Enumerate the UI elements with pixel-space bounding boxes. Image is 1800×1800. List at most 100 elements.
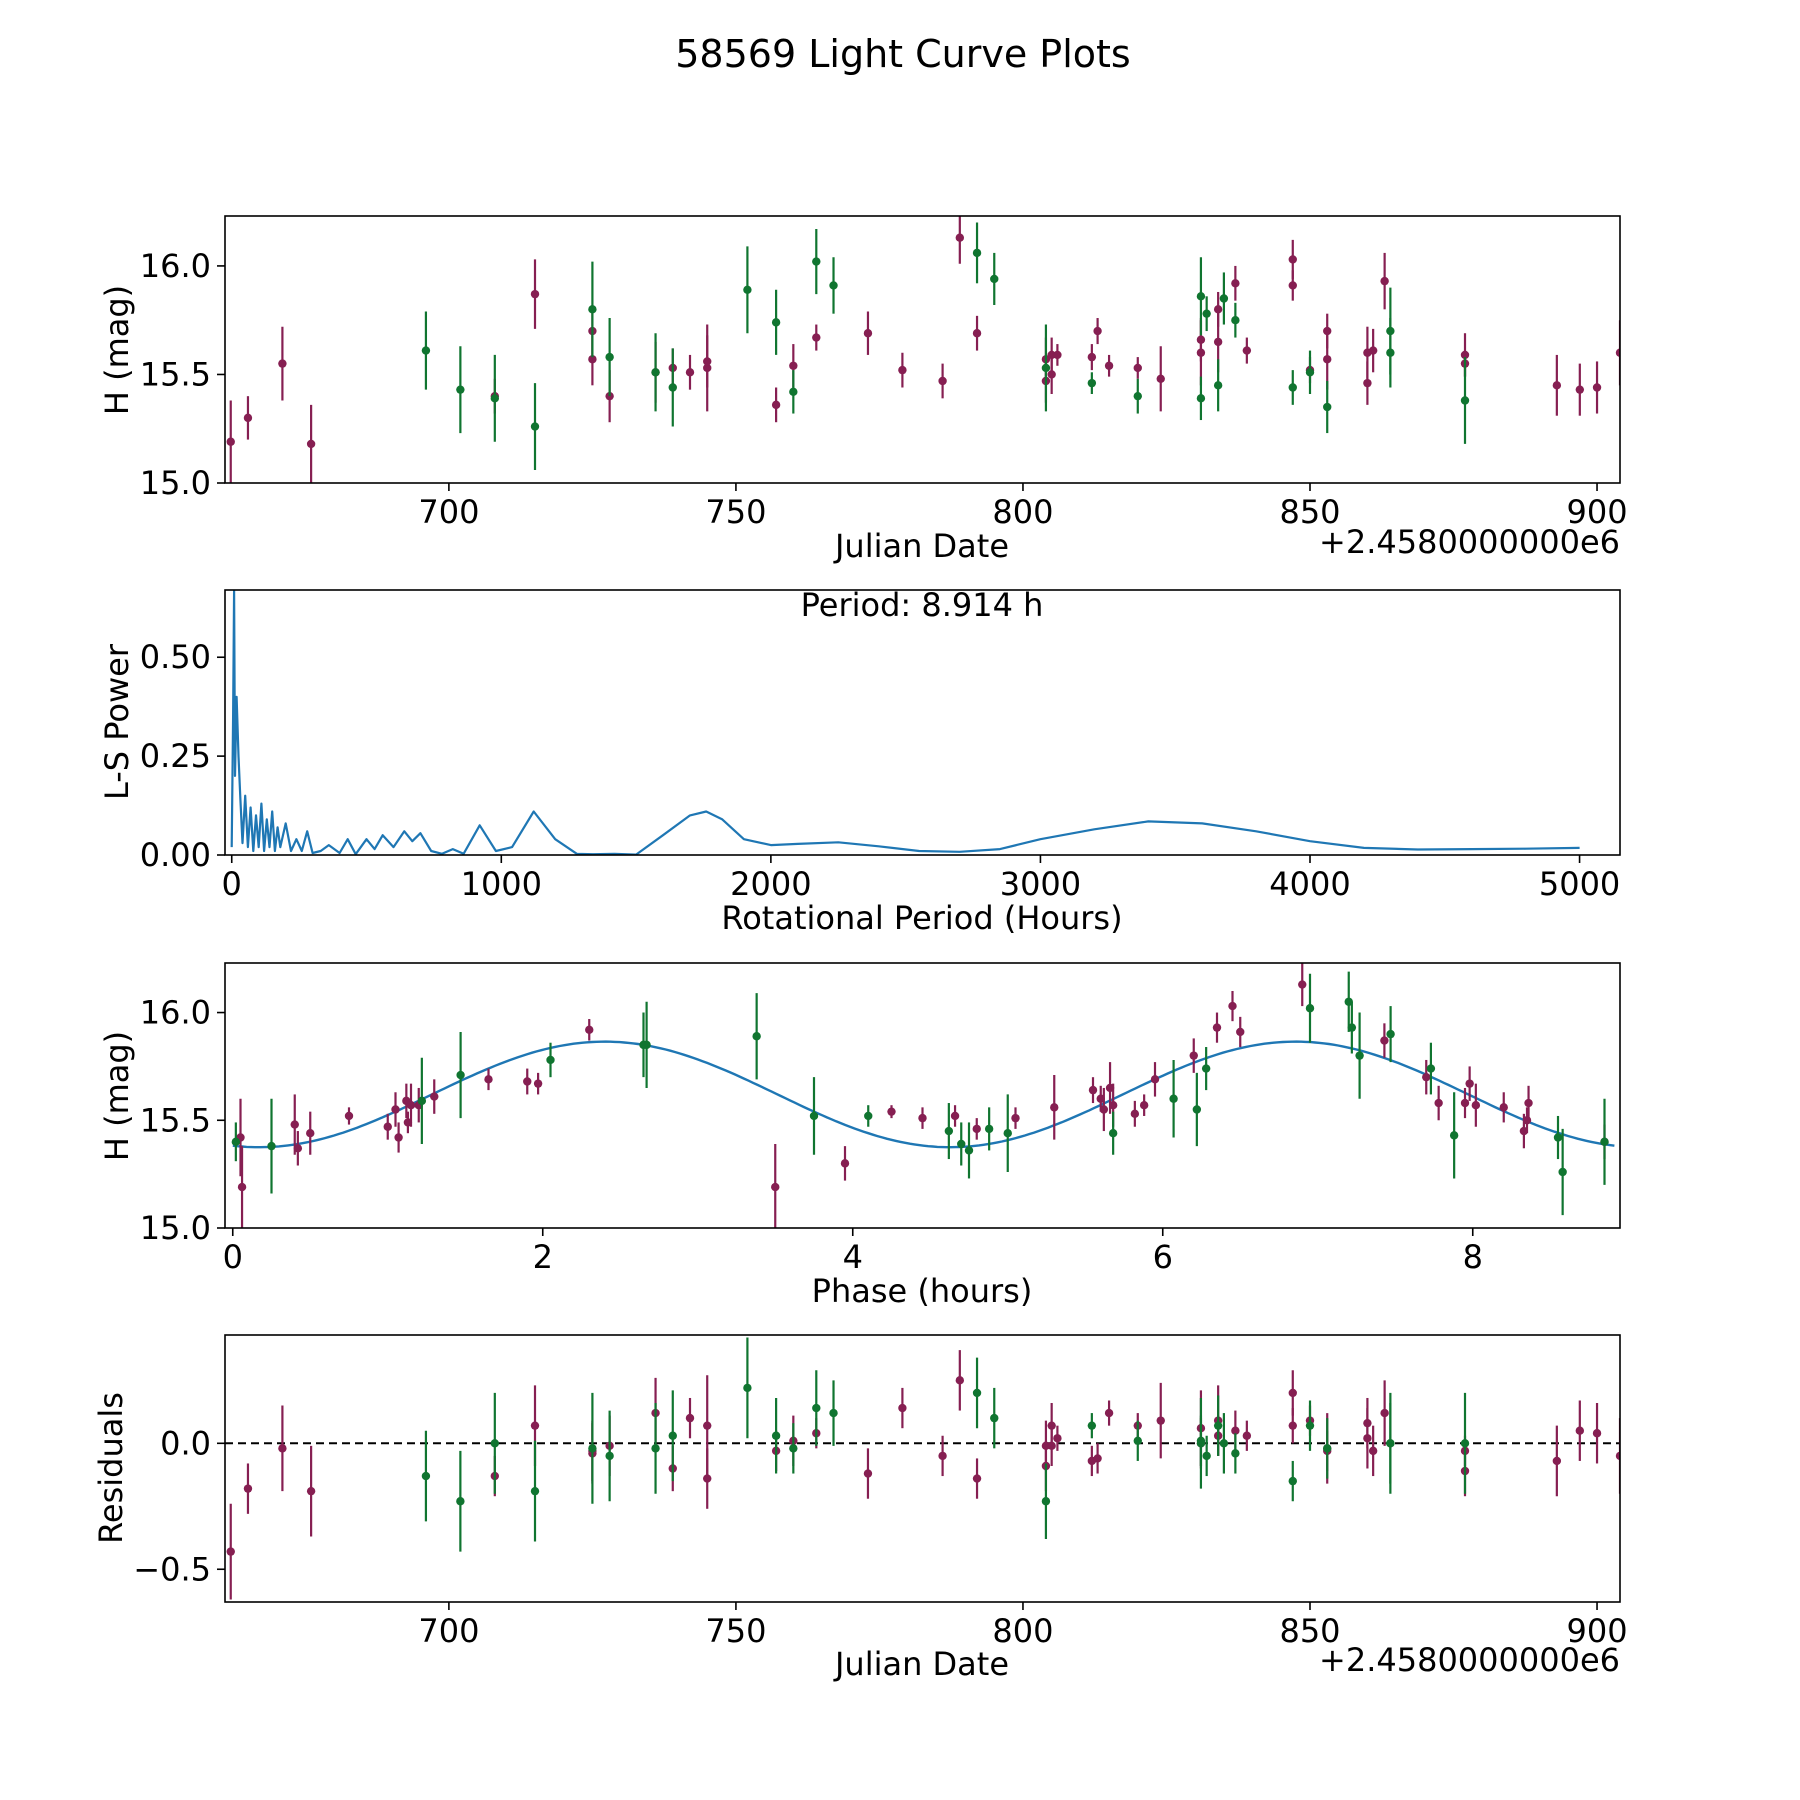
- data-point-band-a: [243, 1463, 253, 1514]
- marker: [1323, 355, 1332, 364]
- data-point-band-a: [1615, 320, 1620, 386]
- panel-residuals: 700 750 800 850 900 −0.5 0.0 Julian Date +2.45…: [92, 1334, 1628, 1683]
- marker: [1087, 352, 1097, 362]
- data-point-band-a: [402, 1083, 411, 1119]
- data-point-band-a: [484, 1068, 493, 1091]
- marker: [1231, 315, 1240, 325]
- marker: [533, 1079, 543, 1088]
- marker: [990, 274, 999, 284]
- marker: [1592, 383, 1602, 392]
- marker: [1465, 1079, 1474, 1088]
- data-point-band-b: [1003, 1094, 1012, 1172]
- data-point-band-b: [490, 1392, 500, 1494]
- marker: [864, 1111, 873, 1121]
- lightcurve-xtick-label: 900: [1566, 493, 1627, 531]
- marker: [771, 400, 781, 410]
- periodogram-ytick-label: 0.50: [140, 638, 211, 676]
- marker: [1139, 1100, 1149, 1110]
- phase-fold-xtick-label: 6: [1153, 1238, 1173, 1276]
- data-point-band-b: [864, 1105, 873, 1127]
- data-point-band-a: [1465, 1066, 1474, 1101]
- marker: [1196, 1436, 1206, 1445]
- lightcurve-ytick-label: 15.5: [140, 355, 211, 393]
- marker: [1600, 1137, 1609, 1147]
- data-point-band-a: [1323, 313, 1332, 349]
- marker: [668, 383, 677, 392]
- marker: [1553, 1133, 1563, 1142]
- marker: [950, 1111, 960, 1121]
- marker: [703, 357, 712, 366]
- data-point-band-b: [1305, 1400, 1315, 1451]
- data-point-band-b: [1347, 1001, 1357, 1054]
- marker: [226, 1547, 235, 1556]
- data-point-band-a: [430, 1079, 439, 1114]
- marker: [1363, 1434, 1372, 1443]
- data-point-band-a: [1156, 346, 1165, 412]
- data-point-band-a: [1524, 1085, 1533, 1121]
- data-point-band-a: [406, 1083, 416, 1127]
- marker: [1133, 1436, 1142, 1445]
- data-point-band-b: [1231, 1433, 1240, 1474]
- marker: [306, 439, 316, 449]
- marker: [1053, 1434, 1062, 1443]
- marker: [430, 1092, 439, 1101]
- data-point-band-b: [789, 370, 798, 414]
- marker: [1298, 980, 1307, 989]
- periodogram-ytick-label: 0.25: [140, 737, 211, 775]
- marker: [243, 1484, 253, 1493]
- phase-fold-frame: [224, 962, 1621, 1229]
- data-point-band-b: [651, 333, 660, 412]
- marker: [972, 1474, 982, 1483]
- data-point-band-b: [1192, 1072, 1202, 1147]
- data-point-band-b: [972, 1357, 982, 1429]
- periodogram-xtick-label: 1000: [461, 865, 542, 903]
- lightcurve-xtick-label: 750: [705, 493, 766, 531]
- data-point-band-b: [421, 1430, 431, 1522]
- marker: [1231, 1449, 1240, 1458]
- residuals-frame: [224, 1334, 1621, 1603]
- phase-fold-ytick-label: 16.0: [140, 994, 211, 1032]
- data-point-band-b: [1213, 359, 1223, 412]
- data-point-band-a: [887, 1105, 896, 1119]
- data-point-band-b: [944, 1103, 954, 1160]
- data-point-band-a: [938, 1435, 947, 1477]
- marker: [938, 376, 947, 386]
- data-point-band-b: [1169, 1059, 1178, 1138]
- marker: [1426, 1064, 1436, 1073]
- data-point-band-a: [898, 1387, 907, 1429]
- marker: [1133, 391, 1142, 401]
- data-point-band-a: [1050, 1075, 1059, 1140]
- marker: [1093, 326, 1102, 336]
- marker: [887, 1107, 896, 1116]
- phase-fold-ylabel: H (mag): [98, 1031, 136, 1161]
- marker: [1386, 1439, 1395, 1448]
- data-point-band-b: [964, 1122, 974, 1179]
- data-point-band-a: [863, 1448, 873, 1499]
- data-point-band-a: [938, 363, 947, 399]
- data-point-band-b: [1449, 1092, 1459, 1179]
- data-point-band-a: [1575, 363, 1585, 416]
- marker: [530, 289, 540, 299]
- data-point-band-a: [523, 1068, 532, 1095]
- lightcurve-frame: [224, 215, 1621, 484]
- periodogram-xtick-label: 4000: [1269, 865, 1350, 903]
- marker: [1368, 346, 1378, 355]
- marker: [456, 1070, 465, 1080]
- panel-phase-fold: 0 2 4 6 8 15.0 15.5 16.0 Phase (hours) H (mag): [98, 962, 1621, 1310]
- residuals-xtick-label: 800: [992, 1612, 1053, 1650]
- data-point-band-a: [1139, 1094, 1149, 1116]
- data-point-band-b: [1196, 257, 1206, 336]
- data-point-band-a: [1592, 361, 1602, 414]
- marker: [1150, 1075, 1160, 1084]
- data-point-band-a: [703, 1375, 712, 1477]
- residuals-ylabel: Residuals: [92, 1392, 130, 1544]
- data-point-band-b: [605, 318, 614, 397]
- marker: [789, 1444, 798, 1453]
- data-point-band-b: [752, 993, 761, 1080]
- marker: [990, 1413, 999, 1423]
- marker: [752, 1032, 761, 1041]
- data-point-band-b: [456, 346, 465, 434]
- data-point-band-a: [1242, 1420, 1252, 1451]
- data-point-band-b: [1087, 1413, 1097, 1439]
